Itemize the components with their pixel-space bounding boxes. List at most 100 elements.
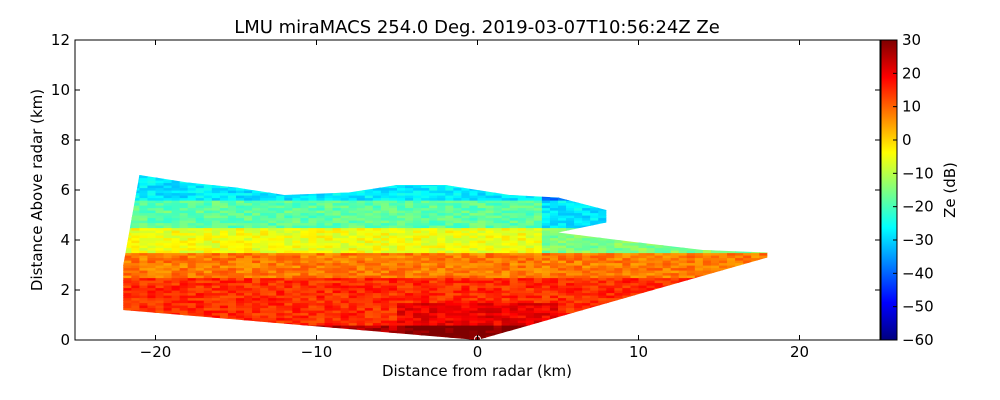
reflectivity-cell	[461, 280, 471, 284]
reflectivity-cell	[598, 185, 607, 189]
reflectivity-cell	[694, 327, 704, 331]
reflectivity-cell	[421, 168, 430, 171]
reflectivity-cell	[131, 322, 140, 326]
reflectivity-cell	[421, 307, 430, 311]
reflectivity-cell	[171, 210, 181, 214]
reflectivity-cell	[252, 312, 261, 316]
reflectivity-cell	[252, 310, 261, 314]
reflectivity-cell	[397, 327, 406, 331]
reflectivity-cell	[469, 205, 479, 209]
reflectivity-cell	[131, 315, 140, 319]
reflectivity-cell	[364, 235, 374, 239]
reflectivity-cell	[211, 335, 221, 339]
reflectivity-cell	[622, 168, 631, 171]
reflectivity-cell	[437, 175, 446, 179]
reflectivity-cell	[252, 277, 261, 281]
reflectivity-cell	[453, 267, 462, 271]
reflectivity-cell	[541, 235, 551, 239]
reflectivity-cell	[316, 220, 326, 224]
reflectivity-cell	[413, 335, 422, 339]
reflectivity-cell	[236, 245, 245, 249]
reflectivity-cell	[372, 335, 382, 339]
reflectivity-cell	[574, 307, 583, 311]
reflectivity-cell	[316, 260, 326, 264]
reflectivity-cell	[276, 312, 285, 316]
reflectivity-cell	[646, 297, 656, 301]
reflectivity-cell	[453, 312, 462, 316]
reflectivity-cell	[590, 295, 599, 299]
reflectivity-cell	[292, 212, 301, 216]
reflectivity-cell	[582, 195, 591, 199]
reflectivity-cell	[453, 220, 462, 224]
reflectivity-cell	[469, 200, 479, 204]
reflectivity-cell	[236, 168, 245, 171]
reflectivity-cell	[678, 247, 688, 251]
reflectivity-cell	[558, 230, 567, 234]
reflectivity-cell	[252, 252, 261, 256]
reflectivity-cell	[445, 202, 454, 206]
reflectivity-cell	[340, 185, 350, 189]
reflectivity-cell	[622, 287, 632, 291]
reflectivity-cell	[510, 168, 519, 171]
reflectivity-cell	[686, 262, 696, 266]
reflectivity-cell	[236, 247, 245, 251]
reflectivity-cell	[388, 257, 398, 261]
reflectivity-cell	[123, 267, 124, 271]
reflectivity-cell	[678, 285, 688, 289]
reflectivity-cell	[429, 225, 438, 229]
reflectivity-cell	[332, 255, 342, 259]
reflectivity-cell	[227, 257, 237, 261]
reflectivity-cell	[348, 207, 358, 211]
reflectivity-cell	[541, 197, 551, 201]
reflectivity-cell	[252, 242, 261, 246]
reflectivity-cell	[219, 200, 229, 204]
reflectivity-cell	[292, 177, 301, 181]
reflectivity-cell	[566, 177, 575, 181]
reflectivity-cell	[469, 250, 479, 254]
reflectivity-cell	[662, 252, 672, 256]
reflectivity-cell	[501, 315, 511, 319]
reflectivity-cell	[179, 277, 189, 281]
reflectivity-cell	[662, 255, 672, 259]
reflectivity-cell	[155, 237, 165, 241]
reflectivity-cell	[566, 202, 575, 206]
reflectivity-cell	[517, 292, 527, 296]
reflectivity-cell	[300, 217, 310, 221]
reflectivity-cell	[316, 330, 326, 334]
reflectivity-cell	[268, 270, 277, 274]
reflectivity-cell	[163, 270, 173, 274]
reflectivity-cell	[574, 185, 583, 189]
reflectivity-cell	[533, 317, 543, 321]
reflectivity-cell	[397, 245, 406, 249]
reflectivity-cell	[662, 215, 672, 219]
reflectivity-cell	[413, 295, 422, 299]
reflectivity-cell	[147, 202, 157, 206]
reflectivity-cell	[606, 170, 615, 173]
reflectivity-cell	[292, 202, 301, 206]
reflectivity-cell	[638, 277, 648, 281]
reflectivity-cell	[413, 180, 422, 184]
reflectivity-cell	[340, 297, 350, 301]
reflectivity-cell	[670, 265, 680, 269]
reflectivity-cell	[590, 202, 599, 206]
reflectivity-cell	[284, 222, 293, 226]
reflectivity-cell	[598, 217, 607, 221]
reflectivity-cell	[662, 302, 672, 306]
reflectivity-cell	[590, 168, 599, 171]
reflectivity-cell	[429, 302, 438, 306]
reflectivity-cell	[566, 200, 575, 204]
reflectivity-cell	[308, 300, 318, 304]
reflectivity-cell	[678, 295, 688, 299]
reflectivity-cell	[678, 292, 688, 296]
reflectivity-cell	[622, 322, 632, 326]
reflectivity-cell	[139, 270, 149, 274]
reflectivity-cell	[582, 252, 591, 256]
reflectivity-cell	[694, 290, 704, 294]
reflectivity-cell	[485, 287, 495, 291]
reflectivity-cell	[413, 262, 422, 266]
reflectivity-cell	[670, 235, 680, 239]
reflectivity-cell	[469, 217, 479, 221]
reflectivity-cell	[356, 255, 366, 259]
reflectivity-cell	[123, 280, 132, 284]
reflectivity-cell	[276, 287, 285, 291]
